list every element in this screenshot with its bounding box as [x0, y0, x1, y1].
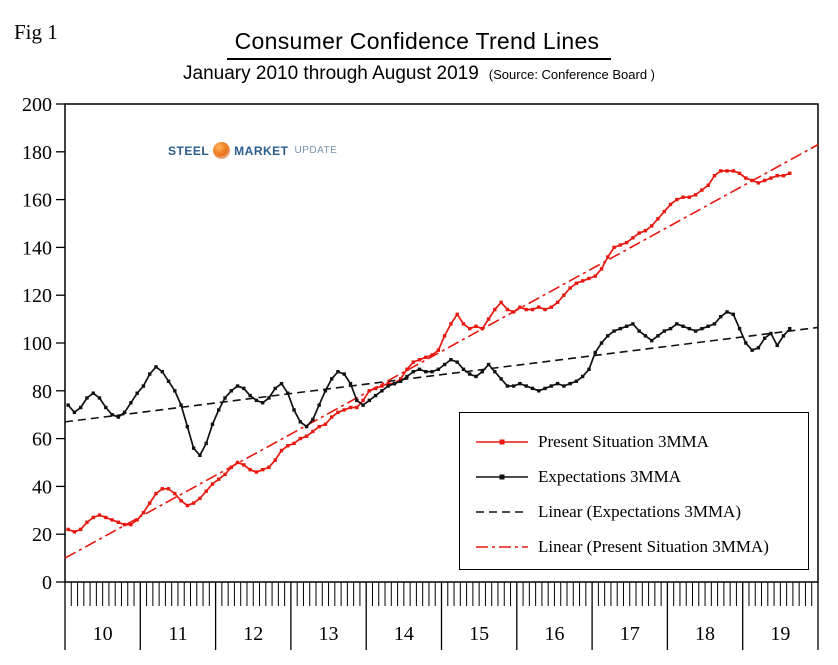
y-tick-label: 200	[22, 94, 52, 116]
x-year-label: 18	[695, 623, 715, 645]
logo-update-text: UPDATE	[294, 145, 338, 156]
legend-swatch-linear-expectations	[476, 510, 528, 513]
chart-subtitle: January 2010 through August 2019	[183, 63, 479, 84]
legend-label: Linear (Present Situation 3MMA)	[538, 536, 769, 556]
x-year-label: 11	[168, 623, 187, 645]
y-tick-label: 40	[32, 476, 52, 498]
smu-logo: STEEL MARKET UPDATE	[168, 142, 337, 159]
y-tick-label: 180	[22, 142, 52, 164]
y-tick-label: 140	[22, 237, 52, 259]
trend-line	[64, 326, 819, 423]
legend-item-present: Present Situation 3MMA	[474, 424, 808, 459]
legend-swatch-expectations-line	[476, 474, 528, 479]
legend-swatch-present-line	[476, 439, 528, 444]
trend-line	[64, 143, 819, 559]
source-note: (Source: Conference Board )	[488, 67, 655, 82]
legend-item-expectations: Expectations 3MMA	[474, 459, 808, 494]
legend: Present Situation 3MMA Expectations 3MMA…	[459, 412, 809, 570]
x-year-label: 15	[469, 623, 489, 645]
globe-icon	[213, 142, 231, 159]
legend-item-linear-expectations: Linear (Expectations 3MMA)	[474, 494, 808, 529]
logo-steel-text: STEEL	[168, 143, 210, 158]
legend-label: Present Situation 3MMA	[538, 431, 709, 451]
x-year-label: 13	[319, 623, 339, 645]
y-tick-label: 120	[22, 285, 52, 307]
legend-label: Expectations 3MMA	[538, 466, 682, 486]
y-tick-label: 100	[22, 333, 52, 355]
series-expectations-3mma	[66, 310, 792, 458]
chart-header: Consumer Confidence Trend Lines	[0, 28, 838, 60]
series-present-situation-3mma	[66, 169, 792, 534]
legend-swatch-linear-present	[476, 545, 528, 548]
chart-title: Consumer Confidence Trend Lines	[226, 28, 612, 60]
legend-item-linear-present: Linear (Present Situation 3MMA)	[474, 529, 808, 564]
y-tick-label: 20	[32, 524, 52, 546]
x-year-label: 16	[544, 623, 564, 645]
x-year-label: 12	[243, 623, 263, 645]
y-tick-label: 60	[32, 429, 52, 451]
logo-market-text: MARKET	[234, 143, 289, 158]
y-tick-label: 80	[32, 381, 52, 403]
y-tick-label: 160	[22, 190, 52, 212]
x-year-label: 17	[620, 623, 640, 645]
x-axis: 10 11 12 13 14 15 16 17 18 19	[64, 582, 819, 650]
x-year-label: 14	[394, 623, 414, 645]
x-year-label: 19	[770, 623, 790, 645]
legend-label: Linear (Expectations 3MMA)	[538, 501, 741, 521]
y-tick-label: 0	[42, 572, 52, 594]
y-axis: 0 20 40 60 80 100 120 140 160 180 200	[22, 94, 65, 594]
x-year-label: 10	[93, 623, 113, 645]
chart-subheader: January 2010 through August 2019 (Source:…	[0, 63, 838, 85]
figure-number: Fig 1	[14, 20, 58, 44]
